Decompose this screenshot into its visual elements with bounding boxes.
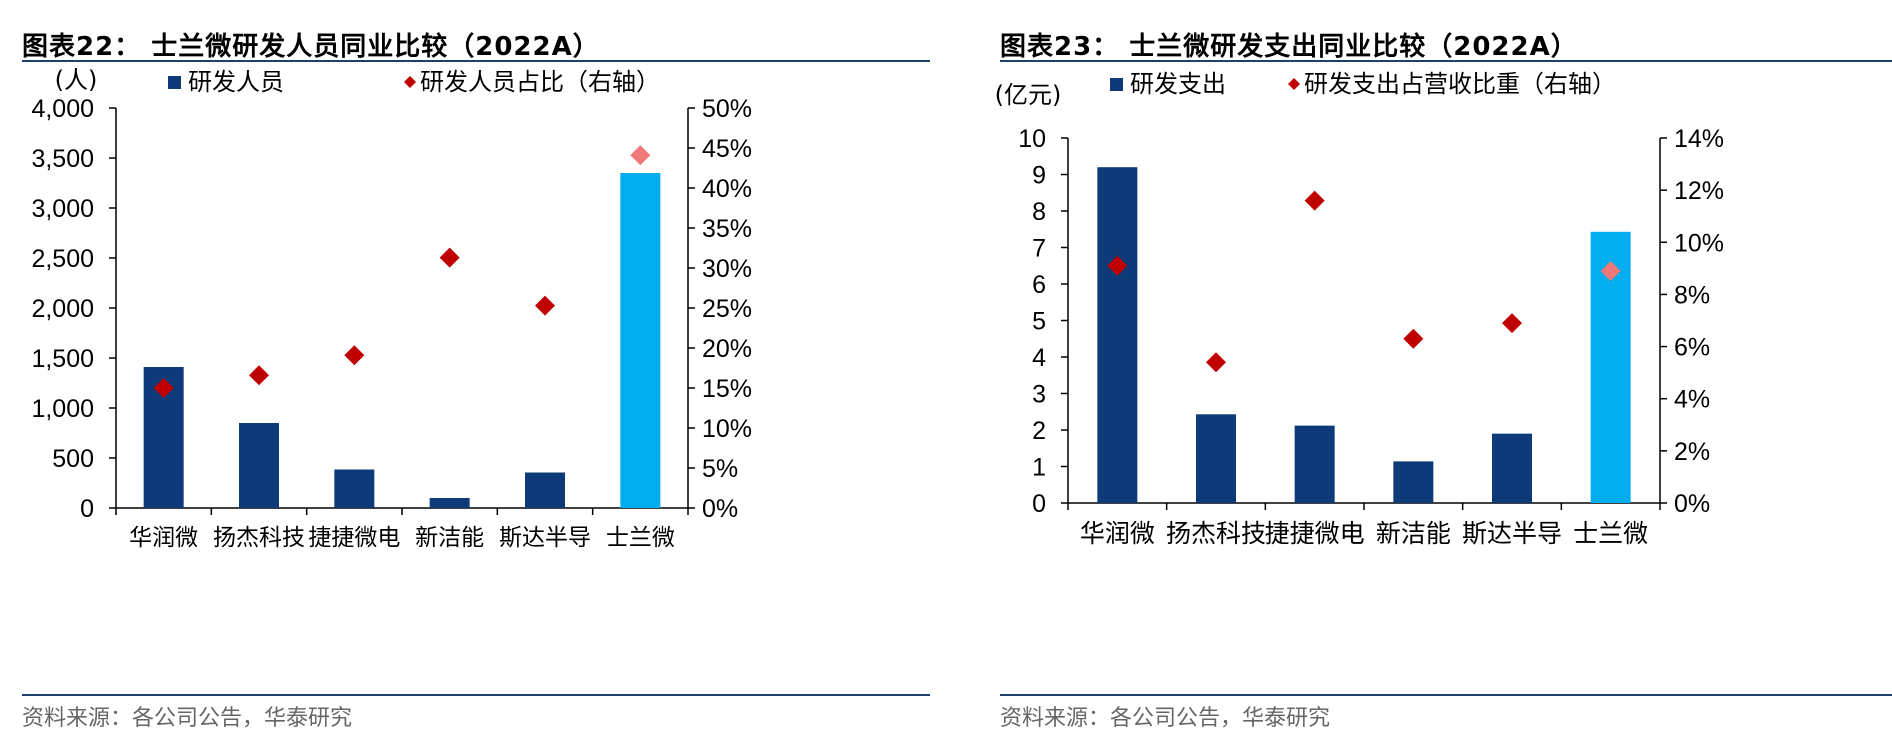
right-y-tick-label: 5 [1032,308,1046,336]
right-category-label: 华润微 [1080,519,1155,548]
right-category-label: 扬杰科技 [1166,519,1266,548]
right-y-tick-label: 2 [1032,417,1046,445]
right-category-label: 捷捷微电 [1265,519,1365,548]
left-bar-4 [525,472,565,508]
left-y2-tick-label: 40% [702,175,752,203]
right-bar-2 [1294,425,1335,503]
right-y-tick-label: 8 [1032,198,1046,226]
left-title-rule [22,60,930,62]
right-y-tick-label: 6 [1032,271,1046,299]
right-y-tick-label: 3 [1032,381,1046,409]
right-source-rule [1000,694,1892,696]
left-marker-1 [249,365,269,386]
left-category-label: 新洁能 [415,525,484,551]
left-category-label: 扬杰科技 [213,525,305,551]
left-y-tick-label: 2,000 [31,295,94,323]
left-y-tick-label: 1,500 [31,345,94,373]
left-y-tick-label: 3,000 [31,195,94,223]
left-y-tick-label: 500 [52,445,94,473]
left-y2-tick-label: 30% [702,255,752,283]
right-legend-marker-swatch [1288,78,1300,90]
left-legend-bar-swatch [168,76,181,89]
right-y-tick-label: 1 [1032,454,1046,482]
right-y-tick-label: 9 [1032,162,1046,190]
right-marker-4 [1502,313,1522,334]
left-y-tick-label: 4,000 [31,95,94,123]
left-chart-title: 图表22： 士兰微研发人员同业比较（2022A） [22,32,600,62]
right-y-tick-label: 0 [1032,490,1046,518]
right-legend-bar-swatch [1110,78,1123,91]
right-y2-tick-label: 8% [1674,281,1710,309]
right-chart-title: 图表23： 士兰微研发支出同业比较（2022A） [1000,32,1578,62]
left-bar-3 [429,498,470,508]
left-y2-tick-label: 10% [702,415,752,443]
right-bar-3 [1393,461,1434,503]
right-category-label: 士兰微 [1573,519,1648,548]
left-marker-0 [153,378,174,398]
left-chart: 0 500 1,000 1,500 2,000 2,500 3,000 3,500 4,000 0… [31,66,752,551]
left-y-tick-label: 0 [80,495,94,523]
left-y-tick-label: 3,500 [31,145,94,173]
right-source-note: 资料来源：各公司公告，华泰研究 [1000,706,1331,731]
left-y-tick-label: 1,000 [31,395,94,423]
right-marker-2 [1304,190,1325,211]
right-bar-1 [1196,414,1236,503]
left-y2-tick-label: 45% [702,135,752,163]
left-legend-marker-swatch [404,76,416,88]
right-y2-tick-label: 4% [1674,386,1710,414]
right-y-tick-label: 7 [1032,235,1046,263]
right-legend-bar-label: 研发支出 [1130,70,1226,98]
left-marker-4 [535,295,555,316]
left-y2-tick-label: 0% [702,495,738,523]
right-category-label: 斯达半导 [1462,519,1562,548]
left-source-rule [22,694,930,696]
left-y2-tick-label: 5% [702,455,738,483]
right-marker-5 [1600,260,1621,281]
left-y2-tick-label: 25% [702,295,752,323]
left-bar-5 [620,173,661,508]
left-category-label: 华润微 [129,525,198,551]
left-marker-5 [630,145,651,166]
right-title-rule [1000,60,1892,62]
right-y2-tick-label: 6% [1674,334,1710,362]
right-y-unit-label: (亿元) [995,81,1062,109]
right-y2-tick-label: 14% [1674,125,1724,153]
right-chart: 0 1 2 3 4 5 6 7 8 9 10 0% 2% 4% 6% 8% 10% 12% 14% 华润微 扬杰科技捷捷… [995,70,1724,548]
left-y2-tick-label: 15% [702,375,752,403]
right-panel: 图表23： 士兰微研发支出同业比较（2022A） 0 1 2 3 4 5 6 7 8 9 10 0% 2… [978,0,1892,737]
left-category-label: 士兰微 [606,525,675,551]
right-y-tick-label: 4 [1032,344,1046,372]
right-y-tick-label: 10 [1018,125,1046,153]
left-marker-3 [439,247,460,268]
left-category-label: 斯达半导 [499,525,591,551]
right-legend-marker-label: 研发支出占营收比重（右轴） [1304,70,1616,98]
left-source-note: 资料来源：各公司公告，华泰研究 [22,706,353,731]
left-marker-2 [344,345,365,366]
left-y-tick-label: 2,500 [31,245,94,273]
left-y2-tick-label: 35% [702,215,752,243]
left-bar-2 [334,469,375,508]
left-y-unit-label: (人) [55,66,98,94]
left-legend-marker-label: 研发人员占比（右轴） [420,68,660,96]
right-marker-1 [1206,352,1226,373]
left-category-label: 捷捷微电 [308,525,400,551]
right-y2-tick-label: 12% [1674,177,1724,205]
left-bar-1 [239,423,279,508]
right-y2-tick-label: 2% [1674,438,1710,466]
left-legend-bar-label: 研发人员 [188,68,284,96]
right-category-label: 新洁能 [1376,519,1451,548]
right-y2-tick-label: 10% [1674,229,1724,257]
left-y2-tick-label: 20% [702,335,752,363]
right-bar-0 [1097,167,1138,503]
right-marker-0 [1107,255,1128,276]
right-marker-3 [1403,328,1424,349]
left-y2-tick-label: 50% [702,95,752,123]
right-y2-tick-label: 0% [1674,490,1710,518]
left-panel: 图表22： 士兰微研发人员同业比较（2022A） 0 500 1,000 1,500 2… [0,0,930,737]
right-bar-4 [1492,433,1532,503]
